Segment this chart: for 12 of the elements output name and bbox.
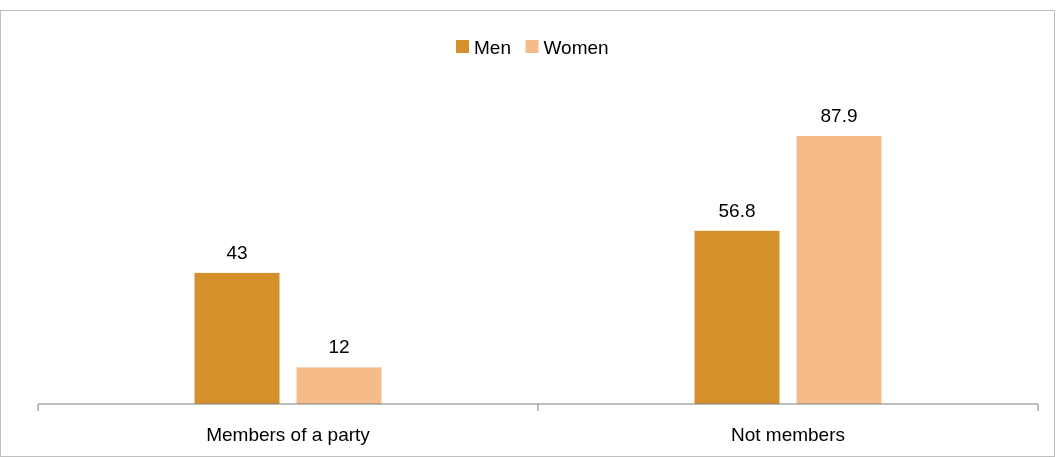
x-tick-label: Not members (730, 424, 846, 445)
legend-label: Women (543, 37, 609, 58)
bar (694, 230, 780, 404)
data-label: 87.9 (820, 105, 858, 126)
data-label: 12 (328, 336, 350, 358)
legend-label: Men (474, 37, 511, 58)
data-label: 56.8 (718, 199, 756, 221)
bar (194, 272, 280, 404)
bar (796, 136, 882, 404)
data-label: 43 (226, 241, 248, 263)
bar (296, 367, 382, 404)
x-tick-label: Members of a party (206, 424, 371, 445)
